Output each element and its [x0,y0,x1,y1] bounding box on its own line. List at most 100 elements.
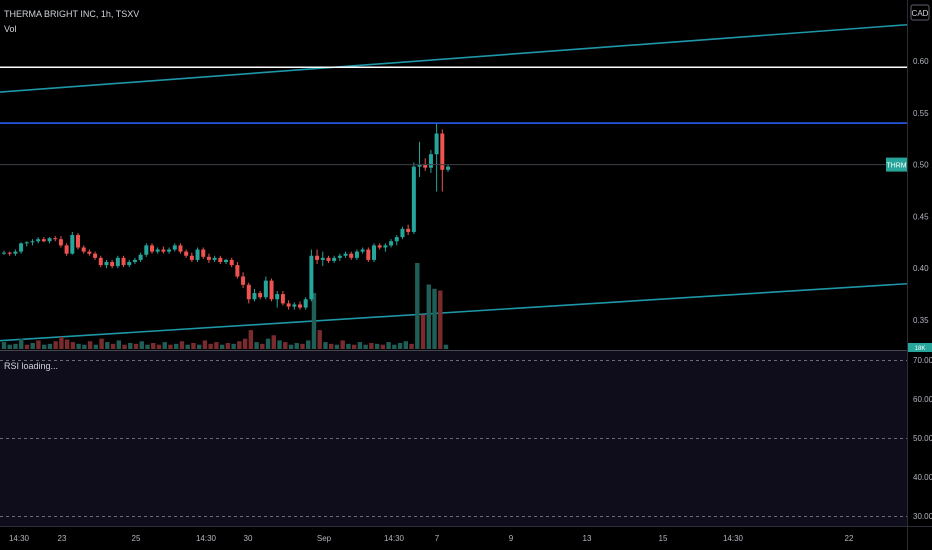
volume-bar [254,342,259,349]
volume-bar [128,342,133,349]
rsi-axis-ticks: 70.00 60.00 50.00 40.00 30.00 [913,356,932,521]
volume-bar [403,341,409,349]
volume-bar [300,343,305,349]
candle-body [53,238,58,240]
volume-label[interactable]: Vol [4,24,17,34]
candle-body [349,253,354,258]
last-price-tag: THRM [886,157,907,172]
volume-bar [311,293,317,349]
candle-body [320,257,325,260]
volume-axis-tag-bg [908,343,932,352]
rsi-tick-label: 60.00 [913,395,932,404]
time-axis-ticks: 14:30 23 25 14:30 30 Sep 14:30 7 9 13 15 14:30 22 [9,534,854,543]
volume-bar [334,344,340,349]
candle-body [19,243,24,252]
time-tick-label: 30 [244,534,253,543]
candle-body [315,255,320,260]
rsi-tick-label: 50.00 [913,434,932,443]
candle-body [58,239,63,246]
rsi-tick-label: 30.00 [913,512,932,521]
volume-bar [116,340,122,349]
rsi-status-label[interactable]: RSI loading... [4,361,58,371]
price-tick-label: 0.55 [913,109,929,118]
volume-bar [70,342,76,349]
candle-body [47,238,52,242]
candle-body [24,242,29,244]
candle-body [298,304,302,308]
candle-body [428,154,433,168]
volume-bar [271,335,276,349]
symbol-title[interactable]: THERMA BRIGHT INC, 1h, TSXV [4,9,139,19]
candle-body [263,280,268,298]
candle-body [377,245,382,248]
volume-bar [438,290,443,349]
volume-bar [82,344,87,349]
candle-body [292,304,297,307]
time-tick-label: 25 [132,534,141,543]
time-tick-label: Sep [317,534,332,543]
volume-bar [317,330,322,349]
volume-bar [328,343,334,349]
trend-line-lower [0,282,908,342]
candle-body [195,249,200,260]
last-price-tag-bg [886,157,907,172]
volume-bar [1,342,7,349]
volume-bar [380,344,386,349]
volume-bar [260,343,265,349]
candle-body [280,294,285,304]
candle-body [275,294,280,300]
volume-bar [208,343,213,349]
volume-bar [99,338,104,349]
currency-badge[interactable]: CAD [910,4,930,21]
candle-body [229,259,234,266]
candle-body [104,261,109,266]
candle-body [434,133,439,155]
candle-body [366,249,371,260]
volume-bar [162,342,167,349]
volume-bar [30,342,35,349]
volume-bar [443,344,449,349]
volume-bar [283,342,288,349]
candle-body [446,166,450,170]
candle-body [241,276,246,285]
price-tick-label: 0.40 [913,264,929,273]
price-tick-label: 0.45 [913,212,929,221]
candle-body [212,257,217,260]
candle-body [286,303,291,307]
last-price-tag-label: THRM [886,163,906,170]
volume-bar [386,342,391,349]
trend-lines [0,23,908,342]
candle-body [417,164,422,167]
candle-body [184,251,189,256]
candle-body [144,245,149,255]
volume-bar [133,343,139,349]
volume-axis-tag: 18K [908,343,932,352]
volume-bar [277,340,282,349]
candle-body [189,255,194,260]
candle-body [178,245,183,252]
volume-bar [36,340,41,349]
volume-bar [179,341,185,349]
volume-bar [214,342,219,349]
volume-bar [225,342,231,349]
time-tick-label: 15 [659,534,668,543]
volume-bar [156,344,162,349]
time-tick-label: 23 [58,534,67,543]
candle-body [121,257,126,266]
candle-body [98,257,103,266]
price-tick-label: 0.50 [913,161,929,170]
volume-axis-tag-label: 18K [915,346,926,352]
candle-body [389,241,394,246]
candle-body [13,251,18,254]
price-candles [2,123,450,310]
volume-bar [415,263,420,349]
volume-bar [47,343,53,349]
volume-bar [420,314,426,349]
volume-bar [369,342,374,349]
volume-bar [426,284,431,349]
time-tick-label: 14:30 [9,534,30,543]
candle-body [201,249,206,257]
candle-body [155,249,160,252]
volume-bar [139,341,144,349]
